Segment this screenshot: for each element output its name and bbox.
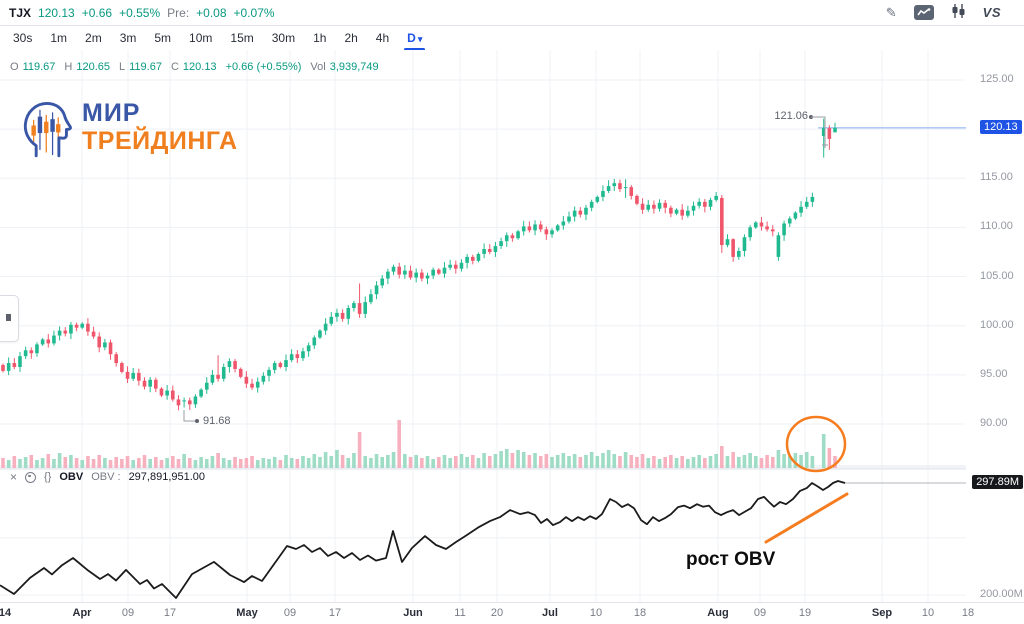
timeframe-1m[interactable]: 1m xyxy=(50,31,68,45)
timeframe-15m[interactable]: 15m xyxy=(230,31,254,45)
price-axis-label: 125.00 xyxy=(980,72,1014,85)
time-axis-label: 19 xyxy=(798,607,812,619)
price-axis-label: 115.00 xyxy=(980,171,1013,184)
time-axis-label: Jul xyxy=(542,607,558,619)
orange-trendline[interactable] xyxy=(764,492,849,544)
chart-area[interactable]: O 119.67 H 120.65 L 119.67 C 120.13 +0.66 (+… xyxy=(0,50,966,602)
obv-line xyxy=(0,480,846,599)
time-axis-label: Jun xyxy=(403,607,423,619)
time-axis-label: 10 xyxy=(589,607,603,619)
open-label: O xyxy=(10,61,19,73)
gridlines xyxy=(0,50,966,602)
price-axis-label: 100.00 xyxy=(980,318,1014,331)
obv-value: 297,891,951.00 xyxy=(128,471,206,483)
open-value: 119.67 xyxy=(22,61,56,73)
timeframe-10m[interactable]: 10m xyxy=(189,31,213,45)
close-icon[interactable]: × xyxy=(10,470,18,484)
drawing-annotations[interactable] xyxy=(183,115,849,544)
price-axis-label: 95.00 xyxy=(980,367,1008,380)
floating-toolbar-partial[interactable] xyxy=(0,295,19,342)
chevron-down-icon: ▾ xyxy=(417,34,423,44)
logo-text-line2: ТРЕЙДИНГА xyxy=(82,127,238,155)
low-label: L xyxy=(119,61,126,73)
close-value: 120.13 xyxy=(182,61,217,73)
last-price: 120.13 xyxy=(38,5,75,20)
ohlc-status-line: O 119.67 H 120.65 L 119.67 C 120.13 +0.66 (+… xyxy=(10,61,379,73)
premarket-change-pct: +0.07% xyxy=(233,5,275,20)
obv-name[interactable]: OBV xyxy=(59,471,84,483)
timeframe-2m[interactable]: 2m xyxy=(85,31,102,45)
price-change-pct: +0.55% xyxy=(119,5,161,20)
anchor-cross-icon xyxy=(822,142,828,148)
time-axis-label: 17 xyxy=(163,607,177,619)
main-chart-svg[interactable] xyxy=(0,50,966,602)
obv-growth-note: рост OBV xyxy=(686,549,776,570)
timeframe-5m[interactable]: 5m xyxy=(154,31,172,45)
ticker-symbol[interactable]: TJX xyxy=(9,5,32,20)
low-price-callout-line xyxy=(183,410,197,422)
high-price-annotation: 121.06 xyxy=(774,110,808,122)
timeframe-4h[interactable]: 4h xyxy=(375,31,390,45)
time-axis-label: May xyxy=(236,607,258,619)
logo-text-line1: МИР xyxy=(82,99,141,127)
vs-label[interactable]: VS xyxy=(982,5,1001,20)
price-axis-label: 110.00 xyxy=(980,220,1013,233)
source-code-icon[interactable]: {} xyxy=(44,471,52,483)
price-change: +0.66 xyxy=(81,5,113,20)
time-axis-label: 09 xyxy=(753,607,767,619)
high-price-callout-line xyxy=(811,116,826,145)
low-value: 119.67 xyxy=(129,61,162,73)
timeframe-1h[interactable]: 1h xyxy=(313,31,327,45)
volume-bars xyxy=(1,420,837,468)
current-price-badge: 120.13 xyxy=(980,119,1022,134)
timeframe-bar: 30s 1m 2m 3m 5m 10m 15m 30m 1h 2h 4h D ▾ xyxy=(0,26,1024,52)
time-axis-label: Sep xyxy=(871,607,893,619)
time-axis-label: 11 xyxy=(454,607,466,619)
timeframe-3m[interactable]: 3m xyxy=(119,31,137,45)
low-price-annotation: 91.68 xyxy=(203,415,231,427)
settings-circle-icon[interactable] xyxy=(25,471,37,483)
timeframe-30s[interactable]: 30s xyxy=(13,31,33,45)
price-axis[interactable]: 120.13 297.89M 200.00M 125.00 115.00 110.0… xyxy=(966,50,1024,623)
brand-logo: МИР ТРЕЙДИНГА xyxy=(16,86,238,170)
timeframe-D-active[interactable]: D ▾ xyxy=(398,26,431,51)
high-value: 120.65 xyxy=(76,61,110,73)
time-axis-label: 09 xyxy=(121,607,135,619)
edit-pencil-icon[interactable]: ✎ xyxy=(885,4,897,20)
time-axis-label: 18 xyxy=(961,607,975,619)
close-label: C xyxy=(170,61,179,73)
time-axis-label: 09 xyxy=(283,607,297,619)
time-axis-label: 20 xyxy=(490,607,504,619)
orange-circle-annotation[interactable] xyxy=(785,415,847,473)
obv-value-label: OBV : xyxy=(91,471,121,483)
premarket-label: Pre: xyxy=(167,5,190,20)
premarket-change: +0.08 xyxy=(196,5,227,20)
chart-snapshot-icon[interactable] xyxy=(913,5,934,20)
timeframe-30m[interactable]: 30m xyxy=(271,31,296,45)
time-axis-label: Apr xyxy=(72,607,92,619)
obv-current-badge: 297.89M xyxy=(972,475,1023,489)
candlestick-style-icon[interactable] xyxy=(951,4,966,21)
time-axis-label: 14 xyxy=(0,607,12,619)
timeframe-2h[interactable]: 2h xyxy=(344,31,358,45)
time-axis-label: 10 xyxy=(921,607,935,619)
price-axis-label: 105.00 xyxy=(980,269,1014,282)
change-value: +0.66 (+0.55%) xyxy=(225,61,302,73)
volume-value: 3,939,749 xyxy=(329,61,379,73)
price-axis-label: 90.00 xyxy=(980,417,1008,429)
time-axis-label: 17 xyxy=(328,607,342,619)
logo-head-icon xyxy=(23,101,72,158)
time-axis-label: 18 xyxy=(633,607,647,619)
time-axis-label: Aug xyxy=(707,607,729,619)
obv-indicator-header: × {} OBV OBV : 297,891,951.00 xyxy=(10,470,205,484)
candlesticks xyxy=(1,118,837,411)
toolbar-icons: ✎ VS xyxy=(886,4,1001,21)
ticker-bar: TJX 120.13 +0.66 +0.55% Pre: +0.08 +0.07… xyxy=(0,0,1024,26)
time-axis[interactable]: 14 Apr 09 17 May 09 17 Jun 11 20 Jul 10 18 Aug 09 19 Sep… xyxy=(0,602,1024,624)
volume-label: Vol xyxy=(310,61,326,73)
obv-axis-label: 200.00M xyxy=(980,587,1023,600)
high-label: H xyxy=(64,61,73,73)
